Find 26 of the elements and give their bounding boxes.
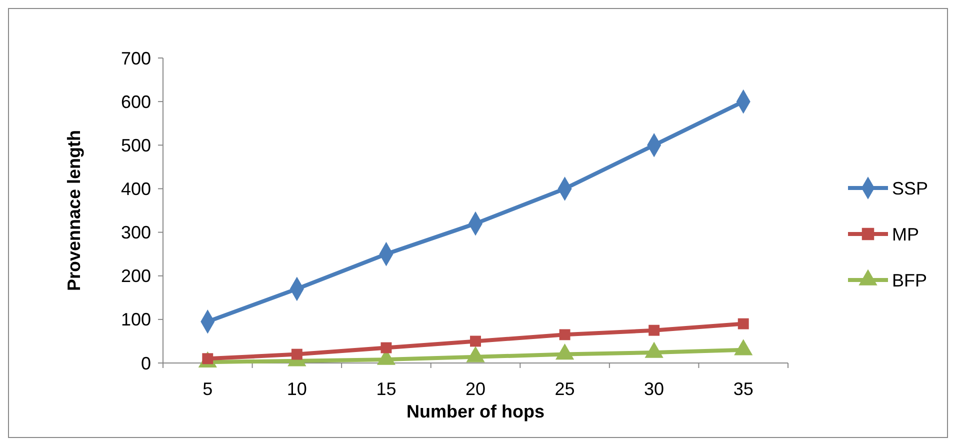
legend-label: MP — [892, 224, 919, 244]
x-tick-label: 10 — [286, 379, 307, 399]
point — [738, 318, 749, 330]
x-tick-label: 5 — [202, 379, 213, 399]
y-tick-label: 100 — [120, 310, 151, 330]
y-tick-label: 500 — [120, 135, 151, 156]
x-tick-label: 15 — [376, 379, 396, 399]
x-tick-label: 25 — [554, 379, 575, 399]
x-axis-title: Number of hops — [406, 402, 544, 422]
legend-label: SSP — [892, 178, 928, 198]
point — [291, 348, 302, 360]
x-tick-label: 35 — [733, 379, 754, 399]
y-tick-label: 700 — [120, 48, 151, 68]
y-tick-label: 0 — [140, 353, 151, 374]
point — [559, 329, 570, 340]
y-axis-title: Provennace length — [64, 130, 84, 292]
y-tick-label: 300 — [120, 222, 151, 243]
point — [380, 342, 392, 354]
y-tick-label: 400 — [120, 179, 151, 200]
x-tick-label: 20 — [465, 379, 486, 399]
legend-label: BFP — [892, 270, 928, 290]
point — [470, 336, 481, 347]
y-tick-label: 600 — [120, 92, 151, 112]
y-tick-label: 200 — [120, 266, 151, 286]
x-tick-label: 30 — [644, 379, 664, 399]
point — [648, 324, 660, 336]
